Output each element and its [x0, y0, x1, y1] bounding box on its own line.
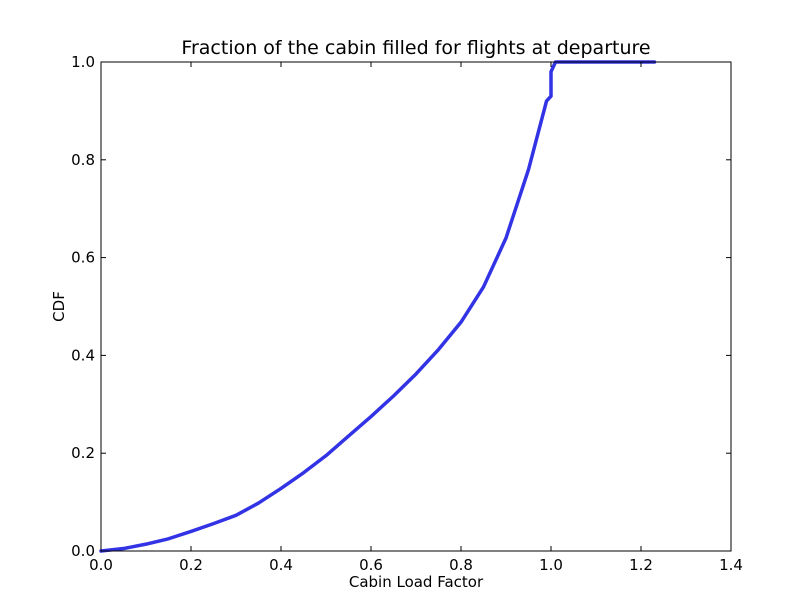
y-axis-label: CDF [50, 291, 68, 322]
chart-title: Fraction of the cabin filled for flights… [181, 37, 650, 59]
x-tick-label: 0.2 [179, 556, 203, 574]
x-tick-label: 0.0 [89, 556, 113, 574]
x-tick-label: 1.4 [719, 556, 743, 574]
y-tick-label: 0.4 [71, 346, 95, 364]
y-tick-label: 0.0 [71, 542, 95, 560]
y-tick-label: 1.0 [71, 53, 95, 71]
y-tick-label: 0.6 [71, 249, 95, 267]
plot-frame [100, 61, 732, 552]
x-tick-label: 0.8 [449, 556, 473, 574]
plot-area [99, 60, 732, 553]
cdf-series-line [99, 60, 657, 553]
x-tick-label: 0.6 [359, 556, 383, 574]
y-axis-ticks: 0.0 0.2 0.4 0.6 0.8 1.0 [71, 53, 731, 560]
y-tick-label: 0.2 [71, 444, 95, 462]
x-tick-label: 1.0 [539, 556, 563, 574]
x-axis-label: Cabin Load Factor [349, 573, 484, 591]
y-tick-label: 0.8 [71, 151, 95, 169]
x-tick-label: 1.2 [629, 556, 653, 574]
x-axis-ticks: 0.0 0.2 0.4 0.6 0.8 1.0 1.2 1.4 [89, 62, 743, 574]
x-tick-label: 0.4 [269, 556, 293, 574]
